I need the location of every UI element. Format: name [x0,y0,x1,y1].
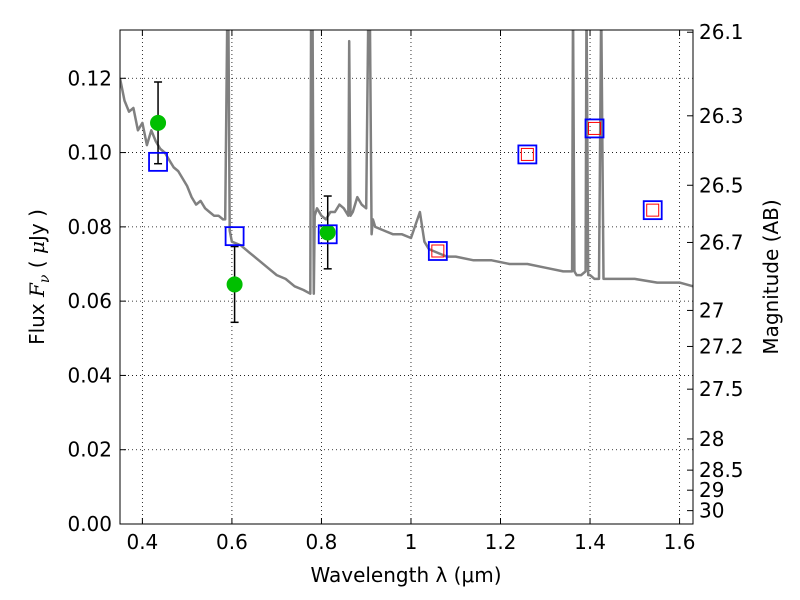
magnitude-tick-label: 27 [699,298,724,322]
y-tick-label: 0.12 [67,66,112,90]
y-axis-title-mu: μ [25,241,49,254]
y-tick-label: 0.02 [67,438,112,462]
x-tick-label: 0.4 [126,530,158,554]
y-tick-label: 0.08 [67,215,112,239]
y-axis-title-jy: Jy ) [25,209,49,243]
model-flux-square [224,226,245,247]
model-flux-square [427,241,448,261]
magnitude-tick-label: 26.7 [699,230,744,254]
y-axis-title-unit: ( [25,254,49,275]
ir-photometry-square [431,244,445,258]
plot-frame [119,29,694,525]
y-axis-title-subscript: ν [37,274,53,283]
x-tick-label: 0.6 [216,530,248,554]
y-tick-label: 0.00 [67,512,112,536]
photometry-point [319,224,336,241]
magnitude-tick-label: 27.2 [699,334,744,358]
magnitude-tick-label: 26.3 [699,104,744,128]
y-axis-title-prefix: Flux [25,297,49,345]
ticks: 0.4 0.6 0.8 1 1.2 1.4 1.6 0.00 0.02 0.04 0.06 0.08 0… [67,20,743,554]
sed-model-line [120,30,693,295]
ir-photometry-square [646,203,660,217]
photometry-point [150,114,167,131]
y-axis-title-symbol: F [25,282,49,298]
y-tick-label: 0.04 [67,363,112,387]
x-tick-label: 1 [405,530,418,554]
x-tick-label: 1.4 [574,530,606,554]
magnitude-tick-label: 26.5 [699,173,744,197]
model-flux-square [517,144,538,165]
magnitude-tick-label: 26.1 [699,20,744,44]
model-flux-square [148,151,168,172]
ir-photometry-square [520,147,534,161]
x-axis-title: Wavelength λ (μm) [310,563,501,587]
y-tick-label: 0.10 [67,141,112,165]
ir-photometry-square [588,121,602,135]
plot-data [120,30,693,324]
model-flux-square [642,200,663,221]
model-flux-square [317,224,338,245]
magnitude-tick-label: 28.5 [699,458,744,482]
model-flux-square [584,118,605,139]
photometry-point [226,276,243,293]
right-axis-title: Magnitude (AB) [759,199,783,354]
magnitude-tick-label: 30 [699,499,724,523]
magnitude-tick-label: 28 [699,427,724,451]
y-axis-title: Flux Fν ( μJy ) [25,209,53,345]
x-tick-label: 0.8 [306,530,338,554]
magnitude-tick-label: 29 [699,478,724,502]
x-tick-label: 1.2 [485,530,517,554]
magnitude-tick-label: 27.5 [699,377,744,401]
y-tick-label: 0.06 [67,289,112,313]
x-tick-label: 1.6 [664,530,696,554]
